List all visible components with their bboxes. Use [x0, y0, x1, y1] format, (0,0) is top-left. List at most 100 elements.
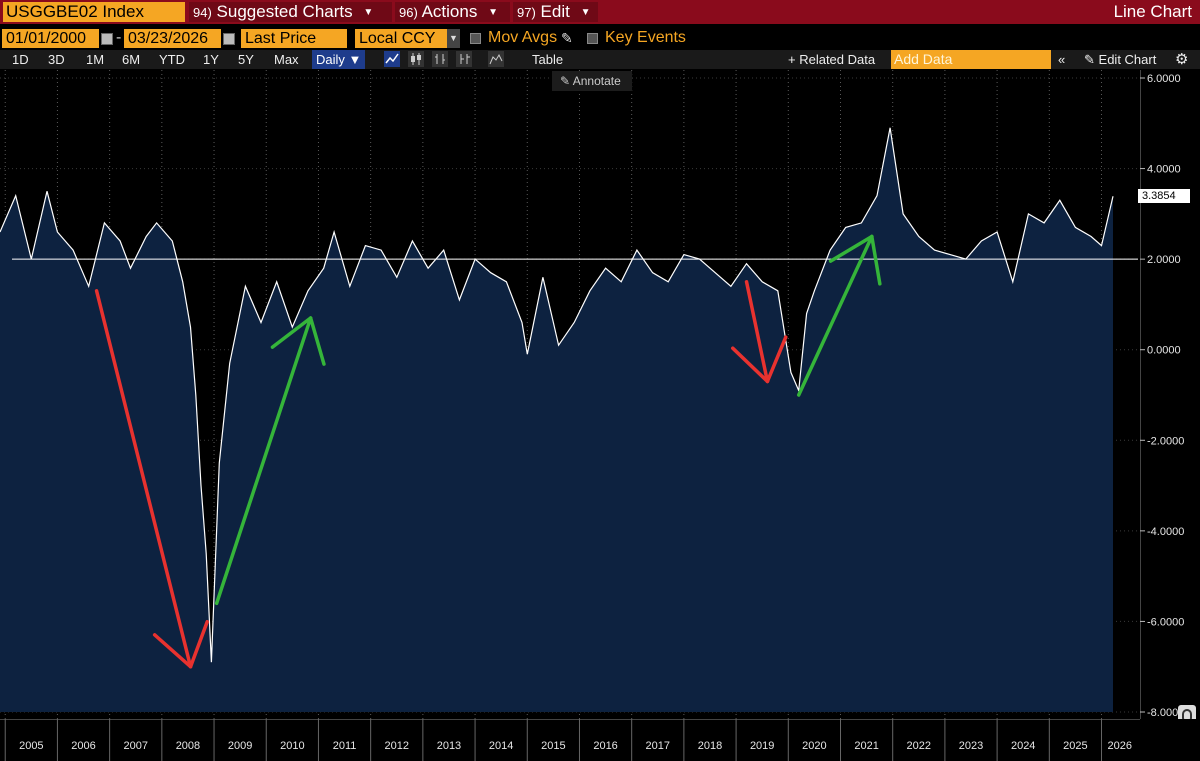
ticker-field[interactable]: USGGBE02 Index — [3, 2, 185, 22]
green-arrow — [214, 316, 326, 606]
menu-num: 97) — [517, 5, 536, 20]
start-date-input[interactable]: 01/01/2000 — [2, 29, 99, 48]
hlc-icon[interactable] — [456, 51, 472, 67]
actions-menu[interactable]: 96) Actions ▼ — [395, 2, 510, 22]
x-tick-label: 2025 — [1063, 740, 1087, 752]
mov-avgs-label: Mov Avgs — [488, 29, 558, 46]
period-5y[interactable]: 5Y — [238, 52, 254, 67]
y-tick-label: 4.0000 — [1147, 164, 1181, 176]
gear-icon[interactable]: ⚙ — [1175, 51, 1189, 68]
y-tick-label: -6.0000 — [1147, 616, 1184, 628]
x-tick-label: 2012 — [385, 740, 409, 752]
y-axis: 6.0000 4.0000 2.0000 0.0000 -2.0000 -4.0000 -6… — [1140, 70, 1184, 719]
x-tick-label: 2011 — [333, 740, 357, 752]
x-tick-label: 2007 — [123, 740, 147, 752]
x-tick-label: 2023 — [959, 740, 983, 752]
y-tick-label: 2.0000 — [1147, 254, 1181, 266]
add-data-placeholder: Add Data — [894, 51, 953, 67]
period-1y[interactable]: 1Y — [203, 52, 219, 67]
line-chart-icon[interactable] — [384, 51, 400, 67]
x-tick-label: 2017 — [646, 740, 670, 752]
chevron-down-icon: ▼ — [488, 7, 498, 18]
y-tick-label: -2.0000 — [1147, 435, 1184, 447]
suggested-charts-menu[interactable]: 94) Suggested Charts ▼ — [189, 2, 392, 22]
frequency-label: Daily — [316, 52, 345, 67]
x-tick-label: 2015 — [541, 740, 565, 752]
last-value-label: 3.3854 — [1138, 189, 1190, 204]
y-tick-label: 6.0000 — [1147, 73, 1181, 85]
bar-ohlc-icon[interactable] — [432, 51, 448, 67]
x-tick-label: 2020 — [802, 740, 826, 752]
mountain-chart-icon[interactable] — [488, 51, 504, 67]
menu-label: Actions — [421, 2, 478, 21]
period-1m[interactable]: 1M — [86, 52, 105, 67]
x-tick-label: 2014 — [489, 740, 513, 752]
y-tick-label: 0.0000 — [1147, 345, 1181, 357]
period-3d[interactable]: 3D — [48, 52, 65, 67]
chart-type-title: Line Chart — [1113, 2, 1192, 21]
pencil-icon[interactable]: ✎ — [561, 30, 573, 46]
edit-menu[interactable]: 97) Edit ▼ — [513, 2, 598, 22]
key-events-label: Key Events — [605, 29, 686, 46]
period-6m[interactable]: 6M — [122, 52, 141, 67]
edit-chart-button[interactable]: ✎ Edit Chart — [1084, 50, 1156, 69]
key-events-checkbox[interactable] — [587, 33, 598, 44]
x-tick-label: 2018 — [698, 740, 722, 752]
pencil-icon: ✎ — [560, 74, 571, 88]
x-tick-label: 2008 — [176, 740, 200, 752]
green-arrow — [796, 234, 882, 397]
menu-num: 94) — [193, 5, 212, 20]
series-line — [0, 127, 1114, 663]
date-field-bar: 01/01/2000 - 03/23/2026 Last Price Local… — [0, 28, 1200, 50]
candlestick-icon[interactable] — [408, 51, 424, 67]
x-tick-label: 2005 — [19, 740, 43, 752]
period-max[interactable]: Max — [274, 52, 299, 67]
hlc-glyph — [460, 54, 470, 64]
x-tick-label: 2022 — [907, 740, 931, 752]
x-tick-label: 2013 — [437, 740, 461, 752]
calendar-icon[interactable] — [223, 33, 235, 45]
menu-label: Edit — [540, 2, 570, 21]
x-tick-label: 2006 — [71, 740, 95, 752]
frequency-select[interactable]: Daily ▼ — [312, 50, 366, 69]
end-date-input[interactable]: 03/23/2026 — [124, 29, 221, 48]
chevron-down-icon: ▼ — [580, 7, 591, 18]
annotate-button[interactable]: ✎ Annotate — [552, 71, 632, 91]
annotation-arrows — [94, 234, 882, 669]
period-ytd[interactable]: YTD — [159, 52, 185, 67]
add-data-input[interactable]: Add Data — [891, 50, 1051, 69]
title-bar: USGGBE02 Index 94) Suggested Charts ▼ 96… — [0, 0, 1200, 24]
chart-plot-area — [0, 70, 1140, 719]
menu-label: Suggested Charts — [216, 2, 353, 21]
x-tick-label: 2010 — [280, 740, 304, 752]
chevron-down-icon[interactable]: ▼ — [447, 29, 460, 48]
x-axis: 2005 2006 2007 2008 2009 2010 2011 2012 2013 2014… — [0, 719, 1200, 761]
y-tick-label: -8.0000 — [1147, 707, 1184, 719]
red-arrow — [94, 289, 209, 669]
candlestick-glyph — [411, 53, 421, 65]
collapse-icon[interactable]: « — [1058, 52, 1066, 67]
red-arrow — [731, 280, 788, 384]
line-chart-glyph — [385, 53, 399, 64]
mountain-chart-glyph — [489, 53, 503, 65]
currency-select[interactable]: Local CCY — [355, 29, 447, 48]
pencil-icon: ✎ — [1084, 52, 1095, 67]
calendar-icon[interactable] — [101, 33, 113, 45]
related-data-button[interactable]: + Related Data — [788, 52, 876, 67]
mov-avgs-checkbox[interactable] — [470, 33, 481, 44]
x-tick-label: 2016 — [593, 740, 617, 752]
x-tick-label: 2024 — [1011, 740, 1035, 752]
period-1d[interactable]: 1D — [12, 52, 29, 67]
x-tick-label: 2009 — [228, 740, 252, 752]
table-button[interactable]: Table — [532, 52, 564, 67]
bar-ohlc-glyph — [435, 54, 445, 64]
x-tick-label: 2026 — [1108, 740, 1132, 752]
series-area-fill — [0, 127, 1113, 713]
annotate-label: Annotate — [572, 74, 621, 88]
toolbar: 1D 3D 1M 6M YTD 1Y 5Y Max Daily ▼ Table … — [0, 50, 1200, 69]
menu-num: 96) — [399, 5, 418, 20]
x-tick-label: 2021 — [854, 740, 878, 752]
edit-chart-label: Edit Chart — [1098, 52, 1157, 67]
price-field-select[interactable]: Last Price — [241, 29, 347, 48]
chevron-down-icon: ▼ — [363, 7, 374, 18]
